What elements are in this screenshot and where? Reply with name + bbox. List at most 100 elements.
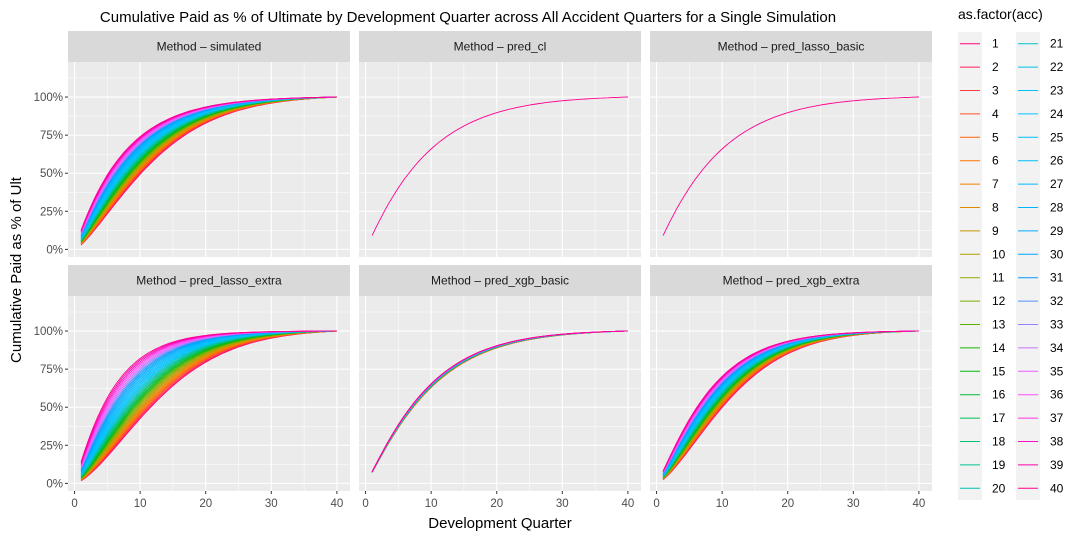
y-tick-label: 100% [34,92,63,104]
x-tick-label: 30 [265,498,278,510]
legend-entry: 9 [958,219,999,243]
x-tick-label: 0 [653,498,659,510]
facet-panel: Method – pred_lasso_basic [650,31,932,257]
legend-entry: 33 [1016,312,1064,337]
legend-entry: 29 [1016,219,1064,243]
y-tick-label: 0% [46,244,63,256]
legend-label: 34 [1050,341,1064,355]
facet-panel: Method – pred_lasso_extra 0% 25% 50% 75% 100%… [34,265,350,510]
panel-background [359,62,641,257]
x-axis-title: Development Quarter [428,515,571,532]
legend-label: 38 [1050,435,1064,449]
legend-entry: 31 [1016,266,1064,290]
y-tick-label: 75% [40,130,63,142]
facet-strip-label: Method – pred_xgb_basic [431,274,569,288]
legend-entry: 8 [958,195,999,220]
legend-label: 20 [992,481,1006,495]
x-tick-label: 30 [556,498,569,510]
series-line-acc-40 [371,96,628,236]
legend-entry: 25 [1016,125,1064,149]
x-tick-label: 20 [199,498,212,510]
y-tick-label: 25% [40,206,63,218]
y-tick-label: 75% [40,364,63,376]
facet-panel: Method – pred_xgb_extra 0 10 20 30 40 [650,265,932,510]
facet-panel: Method – pred_xgb_basic 0 10 20 30 40 [359,265,641,510]
panel-background [359,296,641,491]
legend-entry: 38 [1016,429,1064,454]
series-line-acc-40 [80,330,337,462]
legend-entry: 1 [958,32,999,56]
legend-entry: 6 [958,149,999,173]
legend-label: 18 [992,435,1006,449]
x-tick-label: 0 [71,498,77,510]
legend-label: 17 [992,411,1006,425]
x-tick-label: 10 [134,498,147,510]
legend-label: 25 [1050,130,1064,144]
legend-entry: 15 [958,359,1006,383]
chart-title: Cumulative Paid as % of Ultimate by Deve… [100,9,836,26]
legend-label: 10 [992,247,1006,261]
legend-label: 6 [992,154,999,168]
legend-label: 14 [992,341,1006,355]
x-tick-label: 30 [847,498,860,510]
legend-entry: 30 [1016,242,1064,266]
legend-label: 5 [992,130,999,144]
legend-label: 19 [992,458,1006,472]
legend-entry: 13 [958,312,1006,337]
legend-entry: 35 [1016,359,1064,383]
legend-label: 24 [1050,107,1064,121]
x-tick-label: 0 [362,498,368,510]
x-tick-label: 20 [781,498,794,510]
y-tick-label: 50% [40,168,63,180]
series-line-acc-40 [662,96,919,236]
legend-label: 11 [992,271,1005,285]
series-line-acc-40 [662,330,919,472]
legend-entry: 17 [958,406,1006,430]
series-line-acc-40 [371,330,628,472]
legend-label: 40 [1050,481,1064,495]
x-tick-label: 40 [621,498,634,510]
legend-label: 2 [992,60,999,74]
legend-label: 37 [1050,411,1064,425]
series-line-acc-40 [80,96,337,231]
x-tick-label: 40 [330,498,343,510]
legend-entry: 16 [958,383,1006,407]
facet-panel: Method – simulated 0% 25% 50% 75% 100% [34,31,350,257]
legend-entry: 4 [958,102,999,126]
facet-panel: Method – pred_cl [359,31,641,257]
facet-strip-label: Method – simulated [157,40,262,54]
legend-label: 1 [992,37,999,51]
y-axis-title: Cumulative Paid as % of Ult [8,176,25,363]
legend-label: 35 [1050,364,1064,378]
legend-entry: 40 [1016,476,1064,500]
facet-strip-label: Method – pred_xgb_extra [723,274,860,288]
y-tick-label: 0% [46,478,63,490]
y-tick-label: 100% [34,326,63,338]
legend-entry: 2 [958,55,999,79]
facet-strip-label: Method – pred_cl [454,40,547,54]
legend-entry: 39 [1016,453,1064,477]
panel-background [68,62,350,257]
legend-title: as.factor(acc) [958,6,1043,22]
legend-label: 8 [992,201,999,215]
legend-entry: 12 [958,289,1006,313]
legend-entry: 20 [958,476,1006,500]
legend-entry: 24 [1016,102,1064,126]
facet-strip [68,31,350,62]
legend-entry: 22 [1016,55,1064,79]
legend-label: 26 [1050,154,1064,168]
legend-label: 23 [1050,84,1064,98]
legend-entry: 7 [958,172,999,196]
legend-label: 29 [1050,224,1064,238]
y-tick-label: 25% [40,440,63,452]
facet-strip [650,265,932,296]
x-tick-label: 40 [912,498,925,510]
legend-entry: 3 [958,78,999,103]
legend-label: 32 [1050,294,1064,308]
legend-entry: 37 [1016,406,1064,430]
facet-strip [68,265,350,296]
legend-entry: 19 [958,453,1006,477]
x-tick-label: 10 [716,498,729,510]
x-tick-label: 20 [490,498,503,510]
legend-entry: 26 [1016,149,1064,173]
